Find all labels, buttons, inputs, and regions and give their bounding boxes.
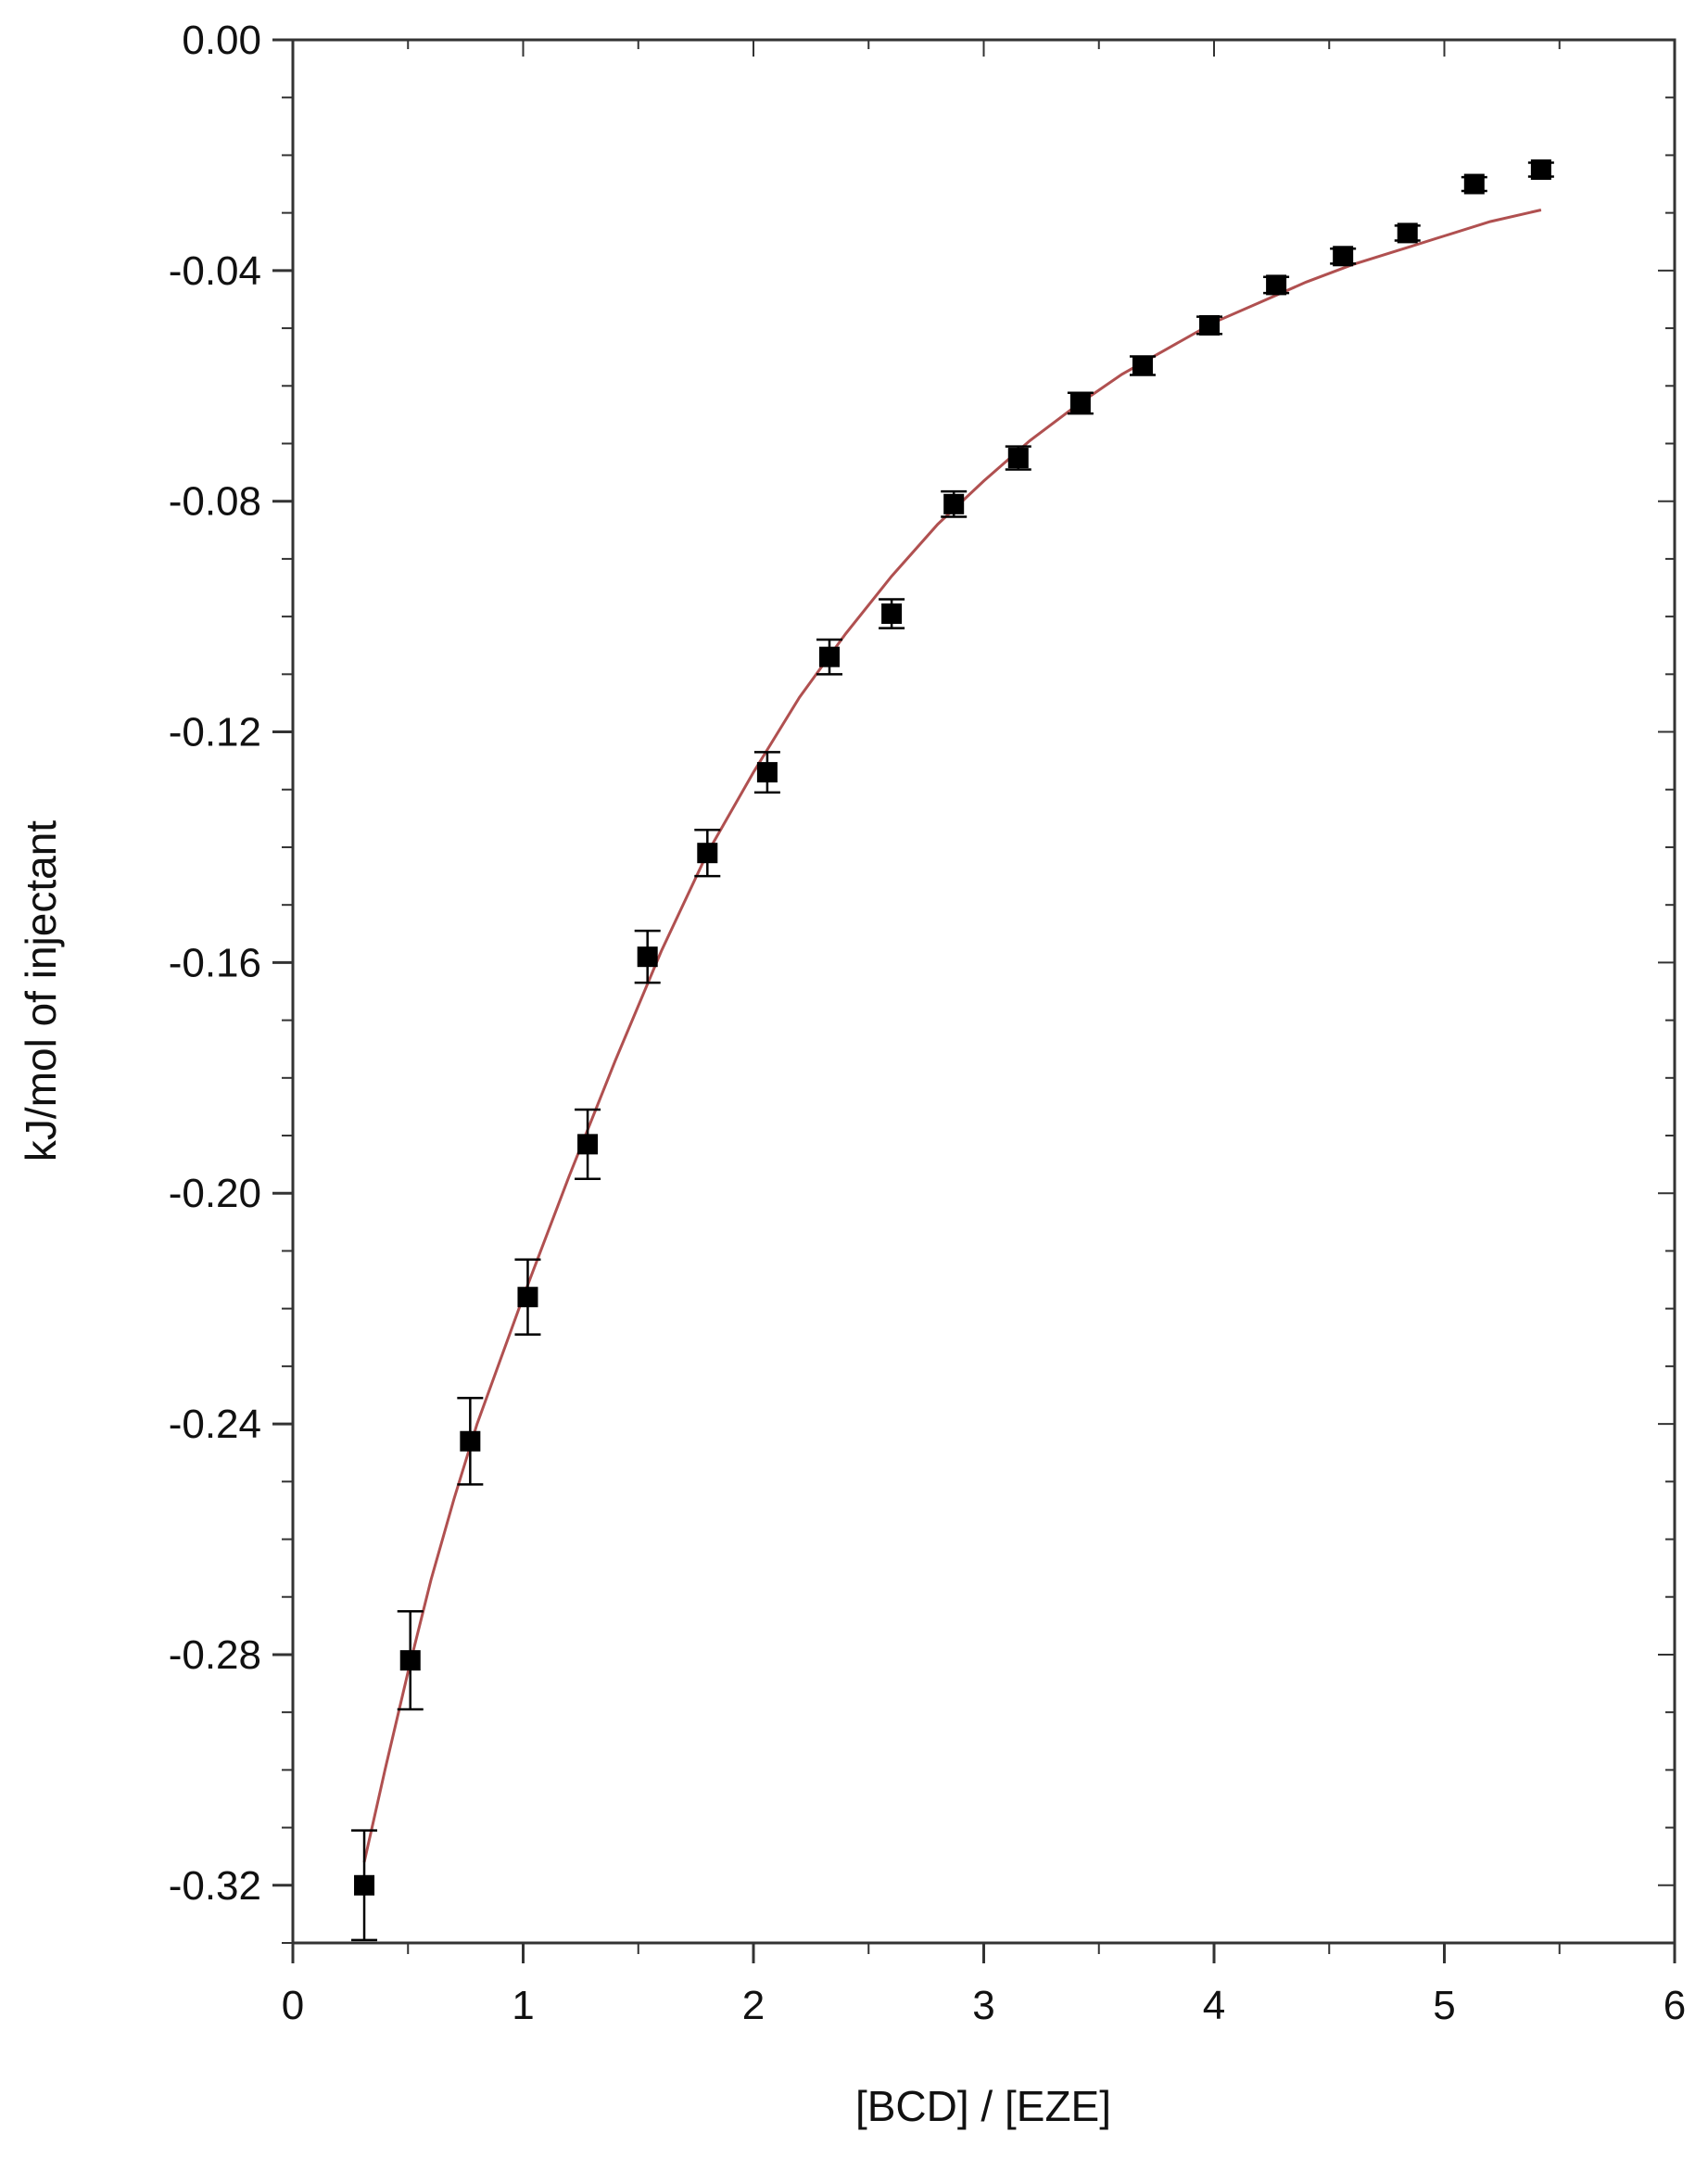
data-point (941, 489, 968, 518)
data-point (1394, 222, 1421, 244)
data-point (1067, 391, 1094, 415)
y-tick-label: -0.20 (169, 1171, 261, 1216)
x-tick-label: 2 (742, 1983, 765, 2028)
data-point (1129, 355, 1156, 376)
point-marker (1007, 448, 1029, 469)
point-marker (943, 493, 965, 514)
y-tick-label: 0.00 (182, 18, 261, 63)
y-tick-label: -0.28 (169, 1632, 261, 1678)
point-marker (399, 1650, 421, 1671)
data-point (514, 1258, 541, 1336)
x-axis-label: [BCD] / [EZE] (855, 2082, 1111, 2130)
point-marker (517, 1287, 538, 1308)
point-marker (1199, 314, 1221, 336)
axis-ticks (272, 38, 1676, 1963)
y-axis-label: kJ/mol of injectant (17, 820, 65, 1162)
point-marker (1463, 173, 1485, 195)
x-tick-label: 0 (282, 1983, 304, 2028)
tick-labels: 0 1 2 3 4 5 6 0.00 -0.04 -0.08 -0.12 -0.16 -0.20 -0.2… (169, 18, 1687, 2028)
point-marker (1397, 222, 1418, 244)
data-point (1527, 159, 1554, 180)
data-point (351, 1829, 378, 1942)
point-marker (577, 1134, 599, 1155)
point-marker (1069, 392, 1091, 413)
point-marker (1530, 159, 1551, 180)
data-point (816, 638, 843, 676)
point-marker (756, 762, 778, 783)
data-points (351, 159, 1554, 1942)
point-marker (460, 1430, 481, 1452)
data-point (575, 1108, 601, 1180)
y-tick-label: -0.08 (169, 479, 261, 525)
data-point (1461, 173, 1487, 195)
point-marker (637, 946, 658, 968)
y-tick-label: -0.04 (169, 248, 261, 294)
x-tick-label: 6 (1664, 1983, 1686, 2028)
y-tick-label: -0.12 (169, 710, 261, 755)
data-point (753, 751, 780, 794)
point-marker (354, 1874, 375, 1896)
y-tick-label: -0.16 (169, 940, 261, 985)
data-point (1196, 314, 1223, 336)
point-marker (881, 603, 903, 625)
data-point (457, 1396, 484, 1486)
data-point (1005, 445, 1031, 471)
data-point (634, 929, 661, 984)
x-tick-label: 5 (1433, 1983, 1455, 2028)
data-point (879, 598, 905, 629)
data-point (694, 829, 721, 878)
y-tick-label: -0.24 (169, 1402, 261, 1447)
plot-frame (291, 38, 1676, 1945)
data-point (1330, 246, 1357, 267)
data-point (1263, 274, 1290, 296)
fit-curve (362, 209, 1542, 1863)
x-tick-label: 4 (1203, 1983, 1225, 2028)
point-marker (819, 646, 841, 667)
y-tick-label: -0.32 (169, 1863, 261, 1909)
x-tick-label: 1 (512, 1983, 534, 2028)
point-marker (697, 843, 718, 864)
point-marker (1266, 274, 1287, 296)
point-marker (1132, 355, 1153, 376)
point-marker (1333, 246, 1354, 267)
data-point (397, 1610, 424, 1711)
x-tick-label: 3 (972, 1983, 994, 2028)
